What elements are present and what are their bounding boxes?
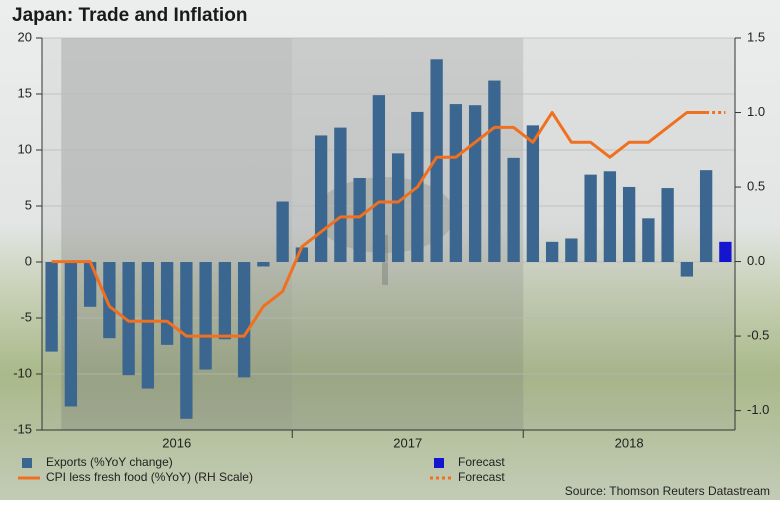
bar (430, 59, 443, 262)
y2-tick-label: 0.5 (747, 178, 765, 193)
legend-label: Exports (%YoY change) (46, 455, 173, 469)
bar (199, 262, 212, 370)
bar (449, 104, 463, 262)
bar (622, 186, 636, 262)
bar (160, 262, 174, 345)
bar (83, 262, 97, 307)
line (51, 111, 707, 338)
y-tick-label: -5 (20, 309, 32, 324)
y2-tick-label: 0.0 (747, 253, 765, 268)
y-tick-label: 5 (25, 197, 32, 212)
bar (584, 174, 597, 262)
legend-swatch (434, 458, 444, 468)
y2-tick-label: -1.0 (747, 402, 769, 417)
bar (314, 135, 328, 262)
legend-swatch (22, 458, 32, 468)
bar (122, 262, 135, 376)
bar (468, 105, 482, 262)
y-tick-label: 0 (25, 253, 32, 268)
bar (334, 127, 347, 262)
bar (180, 262, 193, 419)
bar (391, 153, 405, 262)
bar (642, 218, 655, 262)
bar (719, 241, 732, 262)
plot-area (42, 37, 735, 431)
y-tick-label: 20 (18, 29, 32, 44)
bar (103, 262, 116, 339)
bar (680, 262, 694, 277)
y-tick-label: 10 (18, 141, 32, 156)
plot-shade (42, 38, 62, 430)
chart-title: Japan: Trade and Inflation (12, 5, 247, 26)
bar (545, 241, 559, 262)
x-tick-label: 2018 (615, 435, 644, 450)
bar (276, 201, 289, 262)
legend-label: CPI less fresh food (%YoY) (RH Scale) (46, 470, 253, 484)
bar (507, 157, 520, 262)
bar (353, 178, 366, 262)
x-tick-label: 2017 (393, 435, 422, 450)
bar (237, 262, 251, 378)
legend-label: Forecast (458, 470, 505, 484)
bar (141, 262, 155, 389)
bar (64, 262, 78, 407)
bar (603, 171, 617, 262)
bar (257, 262, 270, 267)
bar (526, 125, 540, 262)
year-band (292, 38, 524, 430)
bar (699, 170, 713, 262)
bar (661, 188, 674, 262)
y-tick-label: -10 (13, 365, 32, 380)
y2-tick-label: 1.5 (747, 29, 765, 44)
bar (565, 238, 578, 262)
year-band (61, 38, 293, 430)
y-tick-label: -15 (13, 421, 32, 436)
bar (218, 262, 232, 340)
y-tick-label: 15 (18, 85, 32, 100)
bar (488, 80, 501, 262)
bar (45, 262, 58, 352)
x-tick-label: 2016 (162, 435, 191, 450)
bar (372, 95, 386, 263)
y2-tick-label: -0.5 (747, 328, 769, 343)
legend-label: Forecast (458, 455, 505, 469)
y2-tick-label: 1.0 (747, 104, 765, 119)
source: Source: Thomson Reuters Datastream (565, 484, 770, 498)
